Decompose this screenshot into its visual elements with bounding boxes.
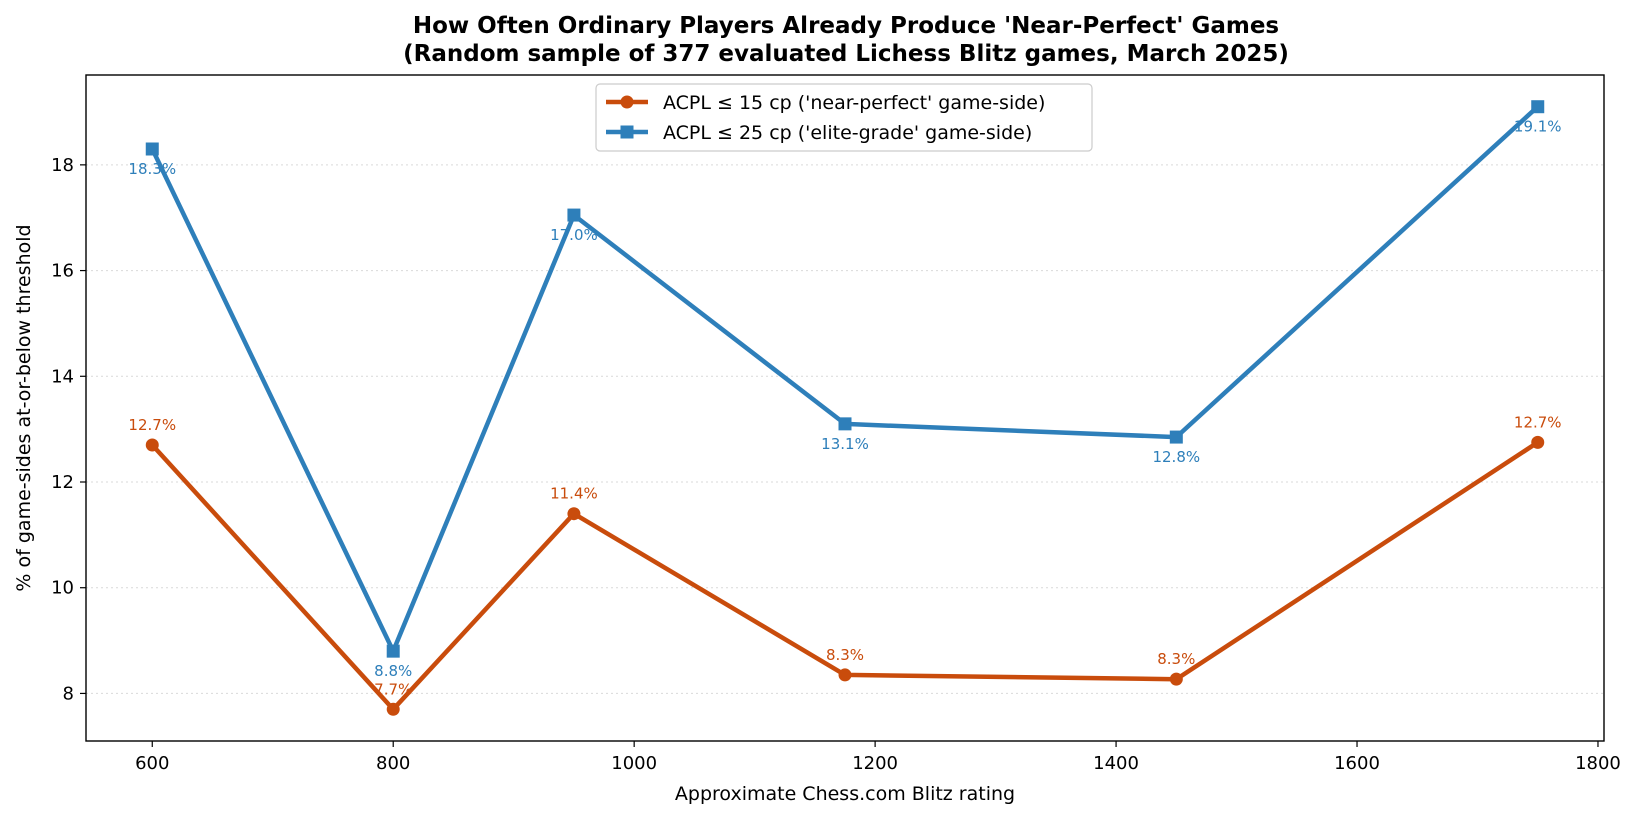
legend-entry-1: ACPL ≤ 15 cp ('near-perfect' game-side) bbox=[663, 92, 1045, 114]
y-tick-label: 12 bbox=[51, 472, 74, 493]
series-2-point bbox=[1169, 430, 1183, 444]
x-tick-label: 1400 bbox=[1093, 753, 1139, 774]
series-2-data-label: 8.8% bbox=[374, 662, 412, 680]
series-1-point bbox=[145, 438, 159, 452]
series-2-data-label: 19.1% bbox=[1514, 118, 1562, 136]
x-axis-ticks: 600 800 1000 1200 1400 1600 1800 bbox=[135, 741, 1621, 774]
y-tick-label: 18 bbox=[51, 155, 74, 176]
series-2-point bbox=[1531, 100, 1545, 114]
x-tick-label: 1600 bbox=[1334, 753, 1380, 774]
x-tick-label: 600 bbox=[135, 753, 169, 774]
legend-entry-2: ACPL ≤ 25 cp ('elite-grade' game-side) bbox=[663, 122, 1032, 144]
y-axis-label: % of game-sides at-or-below threshold bbox=[13, 224, 35, 591]
series-2-point bbox=[838, 417, 852, 431]
series-1-data-label: 12.7% bbox=[1514, 413, 1562, 431]
legend-box bbox=[595, 83, 1093, 152]
x-tick-label: 1000 bbox=[611, 753, 657, 774]
y-axis-ticks: 8 10 12 14 16 18 bbox=[51, 155, 86, 704]
series-1-data-label: 8.3% bbox=[826, 646, 864, 664]
series-2-point bbox=[567, 208, 581, 222]
x-tick-label: 800 bbox=[376, 753, 410, 774]
plot-frame bbox=[85, 74, 1605, 742]
series-1-point bbox=[567, 507, 581, 521]
series-layer bbox=[145, 100, 1545, 716]
x-axis-label: Approximate Chess.com Blitz rating bbox=[675, 783, 1015, 805]
series-line-1 bbox=[150, 440, 1540, 712]
series-2-data-label: 18.3% bbox=[128, 160, 176, 178]
series-2-point bbox=[386, 644, 400, 658]
series-1-point bbox=[1531, 435, 1545, 449]
chart-title-line-1: How Often Ordinary Players Already Produ… bbox=[413, 13, 1279, 39]
series-1-point bbox=[386, 702, 400, 716]
x-tick-label: 1800 bbox=[1575, 753, 1621, 774]
legend-marker-2 bbox=[620, 125, 634, 139]
chart-title-line-2: (Random sample of 377 evaluated Lichess … bbox=[403, 41, 1289, 67]
series-1-point bbox=[1169, 672, 1183, 686]
series-1-data-label: 12.7% bbox=[128, 416, 176, 434]
series-2-data-label: 17.0% bbox=[550, 226, 598, 244]
legend-marker-1 bbox=[620, 95, 634, 109]
series-line-2 bbox=[150, 104, 1540, 654]
data-labels-layer: 12.7% 7.7% 11.4% 8.3% 8.3% 12.7% 18.3% 8.8% 17.0… bbox=[128, 118, 1561, 699]
series-1-data-label: 8.3% bbox=[1157, 650, 1195, 668]
y-tick-label: 10 bbox=[51, 578, 74, 599]
series-2-point bbox=[145, 142, 159, 156]
series-1-data-label: 7.7% bbox=[374, 680, 412, 698]
x-tick-label: 1200 bbox=[852, 753, 898, 774]
grid-lines bbox=[86, 164, 1604, 694]
y-tick-label: 14 bbox=[51, 366, 74, 387]
series-2-data-label: 13.1% bbox=[821, 435, 869, 453]
y-tick-label: 8 bbox=[63, 683, 74, 704]
series-2-data-label: 12.8% bbox=[1152, 448, 1200, 466]
legend: ACPL ≤ 15 cp ('near-perfect' game-side) A… bbox=[595, 83, 1093, 152]
series-1-point bbox=[838, 668, 852, 682]
series-1-data-label: 11.4% bbox=[550, 485, 598, 503]
y-tick-label: 16 bbox=[51, 261, 74, 282]
